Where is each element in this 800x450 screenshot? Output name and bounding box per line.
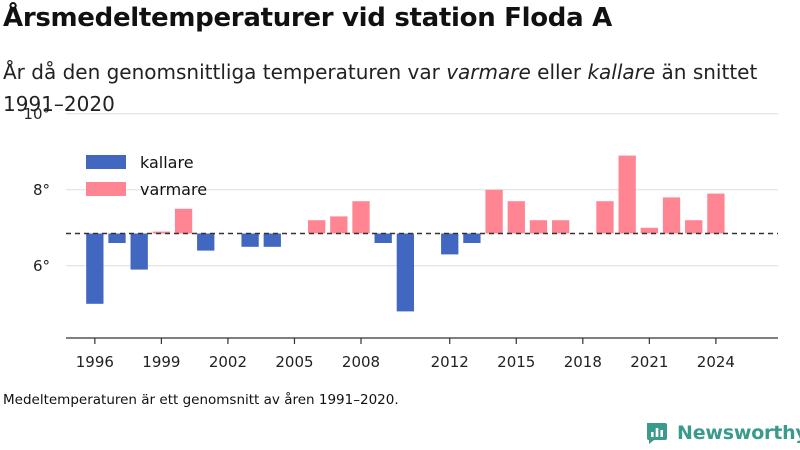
legend-swatch-kallare [86, 155, 126, 169]
chart-subtitle: År då den genomsnittliga temperaturen va… [3, 56, 783, 120]
y-axis-tick-labels: 6° 8° 10° [23, 105, 50, 275]
x-tick-label: 2021 [630, 353, 668, 371]
bar-chart: 1996 1999 2002 2005 2008 2012 2015 2018 2021 2024… [23, 105, 778, 371]
bar-2001 [197, 233, 215, 251]
subtitle-text-2: eller [530, 60, 588, 84]
newsworthy-brand: Newsworthy [645, 420, 800, 446]
brand-name: Newsworthy [677, 422, 800, 444]
bar-2024 [707, 193, 725, 234]
x-tick-label: 2002 [209, 353, 247, 371]
bar-2013 [463, 233, 481, 243]
x-tick-label: 2008 [342, 353, 380, 371]
legend-swatch-varmare [86, 182, 126, 196]
chart-legend: kallare varmare [86, 153, 207, 199]
bar-2017 [551, 220, 570, 234]
legend-label-varmare: varmare [140, 180, 207, 199]
bar-2022 [662, 197, 681, 234]
x-tick-label: 2012 [431, 353, 469, 371]
x-tick-label: 2015 [497, 353, 535, 371]
newsworthy-logo-icon [647, 423, 667, 444]
bar-2012 [441, 233, 459, 255]
y-tick-label: 6° [33, 257, 50, 275]
bar-2007 [330, 216, 348, 234]
x-tick-label: 2024 [697, 353, 735, 371]
bar-1997 [108, 233, 126, 243]
bar-1996 [86, 233, 104, 304]
subtitle-text-1: År då den genomsnittliga temperaturen va… [3, 60, 447, 84]
chart-gridlines [66, 113, 778, 267]
subtitle-warm-word: varmare [446, 60, 531, 84]
bar-2023 [685, 220, 703, 234]
legend-label-kallare: kallare [140, 153, 194, 172]
bar-2015 [507, 201, 525, 234]
bar-2010 [396, 233, 415, 312]
chart-title: Årsmedeltemperaturer vid station Floda A [3, 3, 612, 33]
x-tick-label: 1996 [76, 353, 114, 371]
x-tick-label: 2018 [564, 353, 602, 371]
bar-2009 [374, 233, 392, 243]
bar-2000 [174, 208, 193, 234]
bar-1998 [130, 233, 148, 270]
x-tick-label: 1999 [142, 353, 180, 371]
bar-2021 [640, 227, 659, 234]
bar-1999 [152, 231, 171, 234]
bar-2016 [529, 220, 548, 234]
bar-2020 [618, 155, 636, 234]
y-tick-label: 10° [23, 105, 50, 123]
bar-2003 [241, 233, 259, 247]
bar-2006 [307, 220, 326, 234]
bar-2004 [263, 233, 281, 247]
y-tick-label: 8° [33, 181, 50, 199]
x-tick-label: 2005 [275, 353, 313, 371]
x-axis: 1996 1999 2002 2005 2008 2012 2015 2018 2021 2024 [66, 337, 778, 371]
footnote: Medeltemperaturen är ett genomsnitt av å… [3, 392, 399, 408]
bar-2019 [596, 201, 614, 234]
chart-bars [86, 155, 725, 312]
subtitle-text-3: än snittet 1991–2020 [3, 60, 758, 116]
bar-2008 [352, 201, 370, 234]
subtitle-cold-word: kallare [587, 60, 656, 84]
bar-2014 [485, 189, 503, 234]
